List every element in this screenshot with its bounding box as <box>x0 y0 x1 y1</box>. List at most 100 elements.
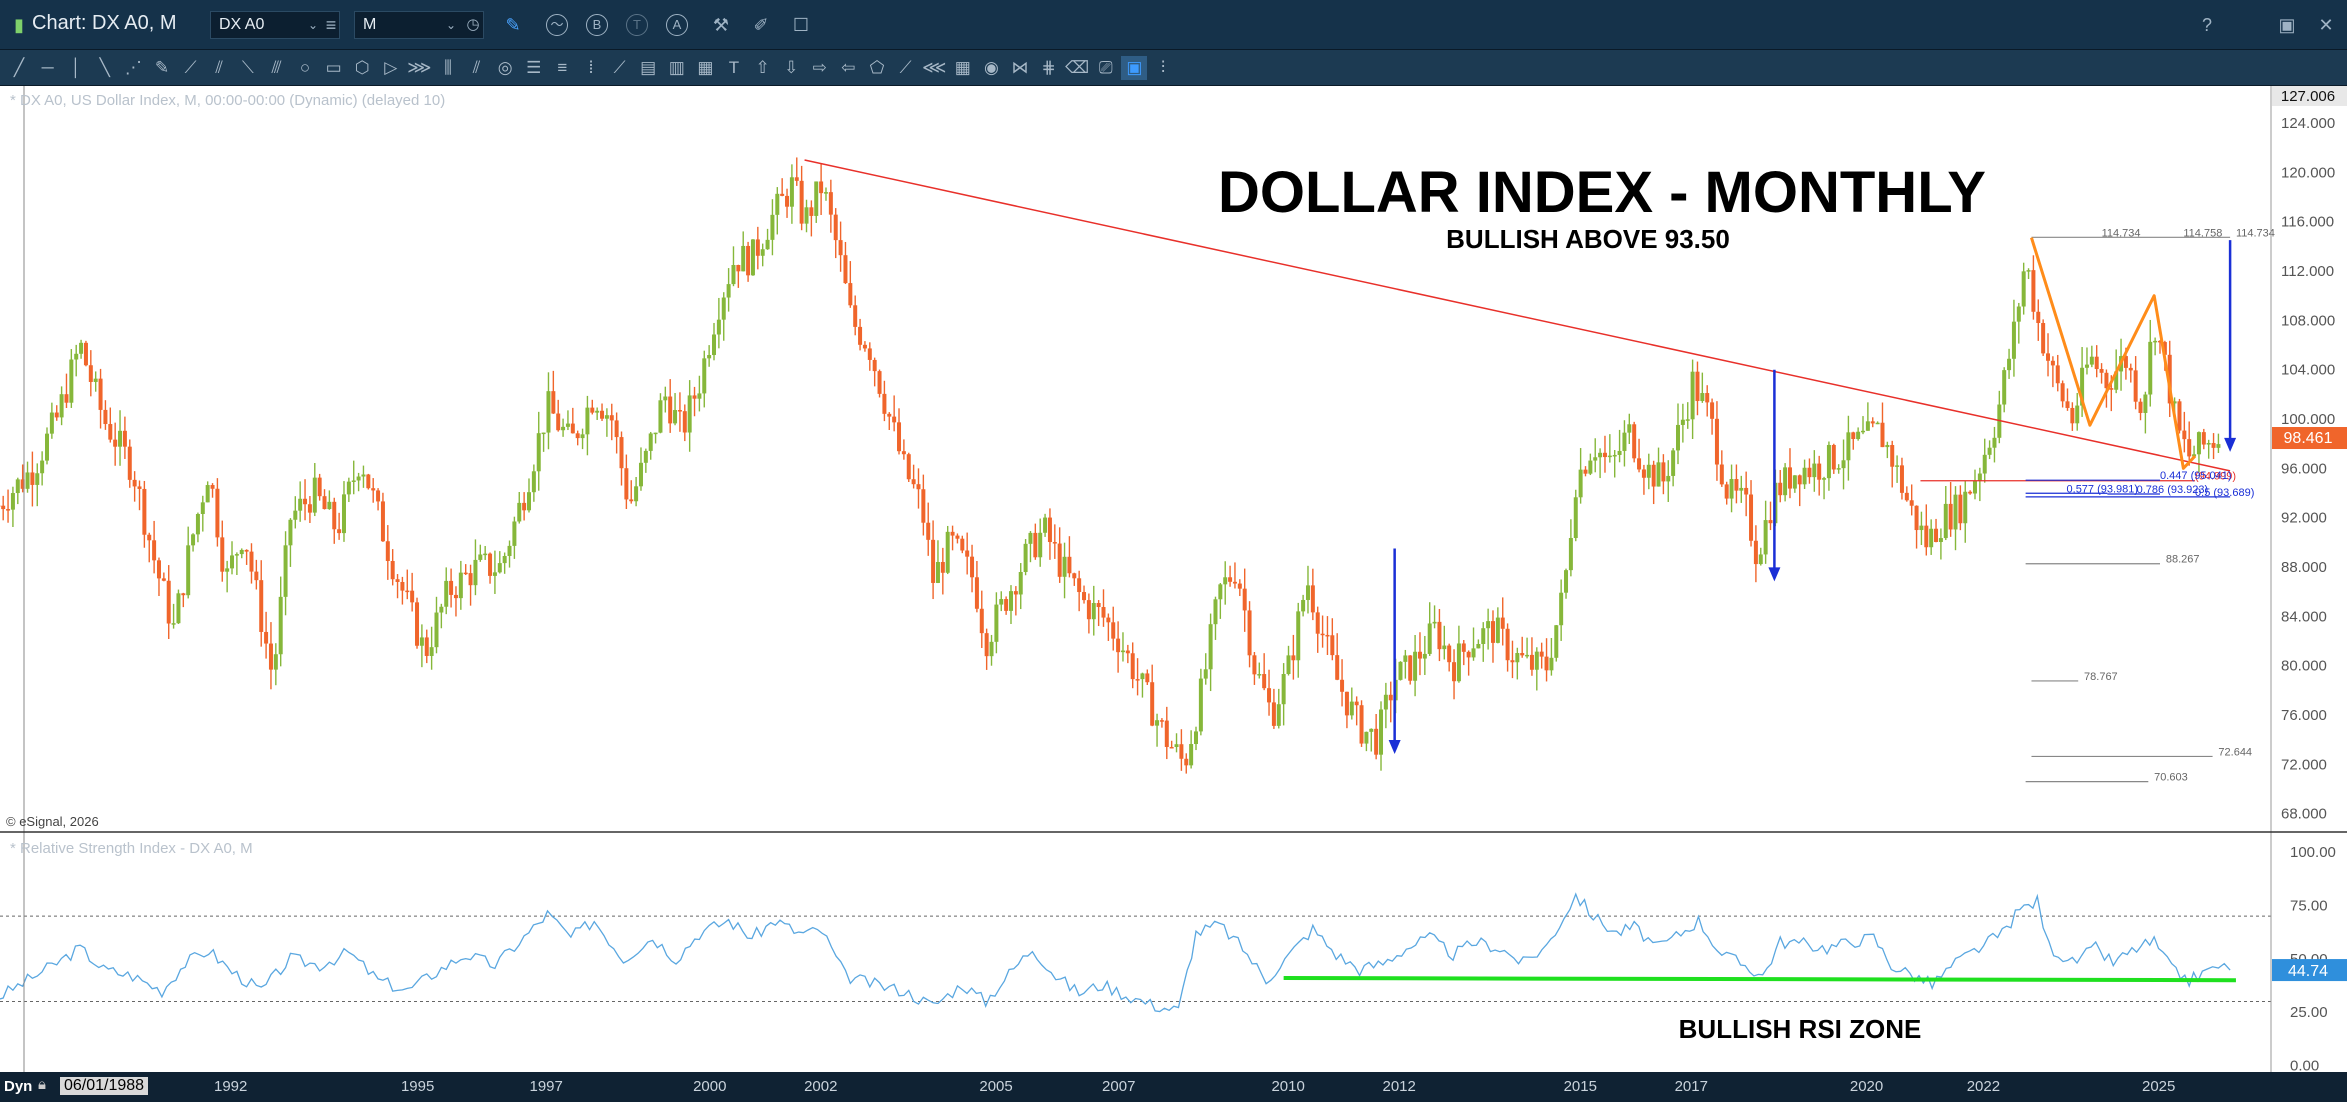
candle-body <box>1461 643 1466 652</box>
candle-body <box>152 540 157 561</box>
candle-body <box>1807 467 1812 478</box>
close-icon[interactable]: ✕ <box>2318 15 2334 35</box>
draw-tool-4-icon[interactable]: ╲ <box>99 58 110 77</box>
chart-background <box>0 86 2347 1072</box>
t-icon[interactable]: T <box>626 14 648 36</box>
candle-body <box>2041 323 2046 354</box>
candle-body <box>1091 603 1096 620</box>
candle-body <box>1203 669 1208 679</box>
lock-icon[interactable]: 🔒︎ <box>38 1076 46 1093</box>
draw-tool-13-icon[interactable]: ⬡ <box>354 58 370 77</box>
symbol-input[interactable]: DX A0 <box>210 11 340 39</box>
candle-body <box>1593 457 1598 461</box>
draw-tool-14-icon[interactable]: ▷ <box>384 58 398 77</box>
draw-tool-7-icon[interactable]: ⟋ <box>184 58 197 77</box>
candle-body <box>1369 728 1374 732</box>
candle-body <box>1953 494 1958 530</box>
down-arrow-head <box>1768 567 1781 582</box>
candle-body <box>624 468 629 500</box>
draw-tool-21-icon[interactable]: ⦙ <box>589 58 593 77</box>
draw-tool-8-icon[interactable]: ⫽ <box>215 58 223 77</box>
a-icon[interactable]: A <box>666 14 688 36</box>
candle-body <box>210 485 215 489</box>
draw-tool-12-icon[interactable]: ▭ <box>325 58 342 77</box>
candle-body <box>1909 500 1914 506</box>
draw-tool-15-icon[interactable]: ⋙ <box>407 58 432 77</box>
draw-tool-9-icon[interactable]: ⟍ <box>241 58 254 77</box>
draw-tool-40-icon[interactable]: ▣ <box>1121 56 1148 80</box>
draw-tool-2-icon[interactable]: ─ <box>41 58 54 77</box>
interval-select[interactable]: M <box>354 11 484 39</box>
pen-icon[interactable]: ✎ <box>505 15 521 35</box>
candle-body <box>965 550 970 557</box>
candle-body <box>1515 653 1520 663</box>
draw-tool-17-icon[interactable]: ⫽ <box>472 58 481 77</box>
draw-tool-10-icon[interactable]: ⫻ <box>271 58 282 77</box>
chart-area[interactable]: 114.734 114.758 114.734 (94.999)0.447 (95.0… <box>0 86 2347 1072</box>
draw-tool-34-icon[interactable]: ▦ <box>954 58 971 77</box>
clock-icon[interactable]: ◷ <box>466 16 480 33</box>
draw-tool-39-icon[interactable]: ⎚ <box>1098 58 1113 77</box>
draw-tool-31-icon[interactable]: ⬠ <box>869 58 885 77</box>
list-icon[interactable]: ≡ <box>325 15 337 35</box>
candle-body <box>741 245 746 272</box>
draw-tool-38-icon[interactable]: ⌫ <box>1065 58 1090 77</box>
candle-body <box>2055 365 2060 384</box>
draw-tool-36-icon[interactable]: ⋈ <box>1011 58 1029 77</box>
draw-tool-27-icon[interactable]: ⇧ <box>755 58 770 77</box>
tools-icon[interactable]: ⚒ <box>712 15 730 35</box>
help-icon[interactable]: ? <box>2201 15 2212 35</box>
draw-tool-24-icon[interactable]: ▥ <box>668 58 685 77</box>
draw-tool-25-icon[interactable]: ▦ <box>697 58 714 77</box>
draw-tool-29-icon[interactable]: ⇨ <box>812 58 827 77</box>
draw-tool-33-icon[interactable]: ⋘ <box>922 58 947 77</box>
draw-tool-11-icon[interactable]: ○ <box>299 58 311 77</box>
line-chart-icon[interactable]: 〜 <box>546 14 568 36</box>
level-label: 0.447 (95.041) <box>2160 470 2232 482</box>
candle-body <box>526 492 531 511</box>
chevron-down-icon[interactable]: ⌄ <box>307 18 319 32</box>
draw-tool-3-icon[interactable]: │ <box>70 58 82 77</box>
draw-tool-16-icon[interactable]: ⫼ <box>444 58 452 77</box>
draw-tool-32-icon[interactable]: ⟋ <box>899 58 912 77</box>
candle-body <box>59 394 64 418</box>
draw-tool-35-icon[interactable]: ◉ <box>983 58 999 77</box>
candle-body <box>531 471 536 493</box>
candle-body <box>1607 455 1612 458</box>
draw-tool-30-icon[interactable]: ⇦ <box>841 58 856 77</box>
chevron-down-icon[interactable]: ⌄ <box>445 18 457 32</box>
candle-body <box>103 409 108 425</box>
note-icon[interactable]: ✐ <box>753 15 769 35</box>
b-icon[interactable]: B <box>586 14 608 36</box>
candle-body <box>1145 673 1150 683</box>
candle-body <box>1495 617 1500 643</box>
candle-body <box>2084 364 2089 368</box>
draw-tool-20-icon[interactable]: ≡ <box>557 58 568 77</box>
candle-body <box>1471 648 1476 658</box>
save-icon[interactable]: ▣ <box>2278 15 2296 35</box>
draw-tool-37-icon[interactable]: ⋕ <box>1041 58 1056 77</box>
draw-tool-18-icon[interactable]: ◎ <box>497 58 513 77</box>
candle-body <box>88 365 93 382</box>
candle-body <box>1734 479 1739 491</box>
draw-tool-1-icon[interactable]: ╱ <box>13 58 25 77</box>
draw-tool-19-icon[interactable]: ☰ <box>526 58 542 77</box>
draw-tool-23-icon[interactable]: ▤ <box>640 58 657 77</box>
rsi-line <box>0 892 2231 1013</box>
candle-body <box>1237 583 1242 589</box>
time-tick-label: 2017 <box>1674 1078 1708 1095</box>
draw-tool-26-icon[interactable]: T <box>728 58 740 77</box>
draw-tool-6-icon[interactable]: ✎ <box>154 58 170 77</box>
candle-body <box>1130 653 1135 680</box>
candle-body <box>40 460 45 474</box>
draw-tool-5-icon[interactable]: ⋰ <box>124 58 142 77</box>
level-label: 72.644 <box>2218 746 2252 758</box>
candle-body <box>536 433 541 472</box>
candle-body <box>1685 419 1690 421</box>
comment-icon[interactable]: ☐ <box>792 15 810 35</box>
draw-tool-28-icon[interactable]: ⇩ <box>784 58 799 77</box>
draw-tool-41-icon[interactable]: ⫶ <box>1160 58 1166 77</box>
candle-body <box>1447 645 1452 663</box>
draw-tool-22-icon[interactable]: ⟋ <box>613 58 626 77</box>
candle-body <box>2099 369 2104 373</box>
